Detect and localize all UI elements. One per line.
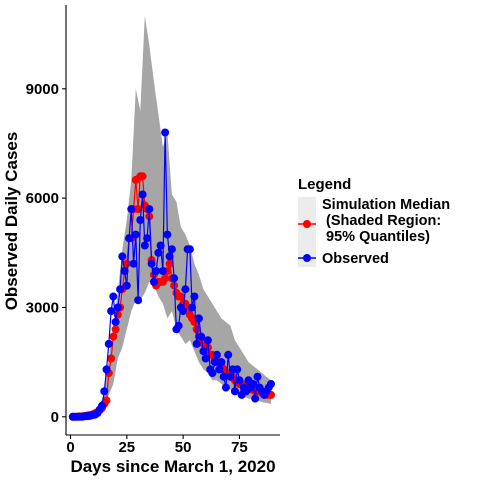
observed-point xyxy=(134,296,143,305)
observed-point xyxy=(190,292,199,301)
legend-simulation-median: Simulation Median (Shaded Region: 95% Qu… xyxy=(298,197,450,249)
observed-point xyxy=(215,365,224,374)
observed-point xyxy=(203,336,212,345)
observed-point xyxy=(122,281,131,290)
observed-point xyxy=(113,303,122,312)
legend-simulation-median-label: (Shaded Region: xyxy=(322,213,441,229)
observed-point xyxy=(152,267,161,275)
observed-point xyxy=(181,285,190,294)
observed-point xyxy=(188,303,197,312)
observed-point xyxy=(233,365,242,374)
simulation-median-point xyxy=(109,332,118,341)
observed-point xyxy=(143,234,152,243)
observed-point xyxy=(253,372,262,381)
y-tick-label: 9000 xyxy=(26,81,59,98)
x-tick-label: 75 xyxy=(231,439,248,456)
observed-point xyxy=(235,376,244,385)
observed-point xyxy=(111,318,120,326)
y-tick-label: 3000 xyxy=(26,299,59,316)
observed-point xyxy=(149,277,158,286)
legend-simulation-median-label: Simulation Median xyxy=(322,197,450,213)
observed-point xyxy=(140,241,149,250)
legend-simulation-median-label: 95% Quantiles) xyxy=(322,229,430,245)
observed-point xyxy=(104,339,113,348)
observed-point xyxy=(179,307,188,316)
observed-point xyxy=(249,380,257,388)
observed-point xyxy=(125,234,134,243)
observed-point xyxy=(156,241,165,250)
x-axis-title: Days since March 1, 2020 xyxy=(70,457,275,476)
quantile-band xyxy=(72,15,271,417)
simulation-median-point xyxy=(107,354,116,363)
observed-series xyxy=(68,128,275,421)
observed-point xyxy=(138,190,147,199)
observed-point xyxy=(102,365,111,374)
simulation-median-point xyxy=(165,259,174,268)
observed-point xyxy=(192,339,201,348)
observed-point xyxy=(219,372,228,381)
observed-point xyxy=(147,259,156,268)
legend-simulation-median-key-point xyxy=(303,220,311,228)
observed-point xyxy=(158,267,167,275)
observed-point xyxy=(120,267,129,275)
simulation-median-point xyxy=(176,292,185,301)
observed-point xyxy=(251,394,260,403)
axes: 0 25 50 75 0 3000 6000 9000 xyxy=(26,5,280,456)
y-axis-title: Observed Daily Cases xyxy=(2,132,21,311)
plot-area xyxy=(68,15,275,421)
observed-point xyxy=(129,259,138,268)
legend-observed: Observed xyxy=(298,249,389,267)
observed-point xyxy=(116,285,125,294)
observed-point xyxy=(210,358,219,367)
legend-observed-label: Observed xyxy=(322,251,389,267)
observed-point xyxy=(131,230,140,239)
observed-point xyxy=(145,205,154,214)
observed-point xyxy=(127,205,136,214)
simulation-median-point xyxy=(161,274,170,283)
observed-point xyxy=(154,248,163,257)
observed-point xyxy=(109,292,118,301)
observed-point xyxy=(161,128,170,137)
y-tick-label: 0 xyxy=(51,409,59,426)
observed-point xyxy=(107,307,116,316)
observed-point xyxy=(163,230,172,239)
x-tick-label: 50 xyxy=(175,439,192,456)
observed-point xyxy=(136,216,145,224)
simulation-median-point xyxy=(138,172,147,181)
observed-point xyxy=(197,332,206,341)
observed-point xyxy=(118,252,127,261)
simulation-median-point xyxy=(122,259,131,268)
observed-point xyxy=(170,274,179,283)
legend-observed-key-point xyxy=(303,254,311,262)
observed-point xyxy=(194,314,203,323)
legend-entries: Simulation Median (Shaded Region: 95% Qu… xyxy=(298,197,450,267)
x-tick-label: 0 xyxy=(66,439,74,456)
observed-point xyxy=(199,347,208,356)
legend: Legend Simulation Median (Shaded Region:… xyxy=(298,176,450,267)
observed-point xyxy=(201,354,210,363)
observed-point xyxy=(100,387,109,396)
observed-point xyxy=(167,245,176,254)
observed-point xyxy=(185,245,194,254)
observed-point xyxy=(217,358,226,367)
observed-point xyxy=(208,369,217,378)
simulation-median-point xyxy=(134,205,143,214)
x-tick-label: 25 xyxy=(118,439,135,456)
y-tick-label: 6000 xyxy=(26,190,59,207)
legend-title: Legend xyxy=(298,176,351,193)
simulation-median-point xyxy=(111,325,120,334)
observed-point xyxy=(224,350,233,359)
observed-point xyxy=(230,387,239,396)
observed-point xyxy=(267,380,275,388)
observed-point xyxy=(212,350,221,359)
observed-point xyxy=(98,401,106,410)
observed-point xyxy=(165,252,174,261)
observed-point xyxy=(226,372,235,381)
observed-point xyxy=(174,321,183,330)
observed-point xyxy=(221,383,230,392)
simulation-median-point xyxy=(102,396,111,405)
